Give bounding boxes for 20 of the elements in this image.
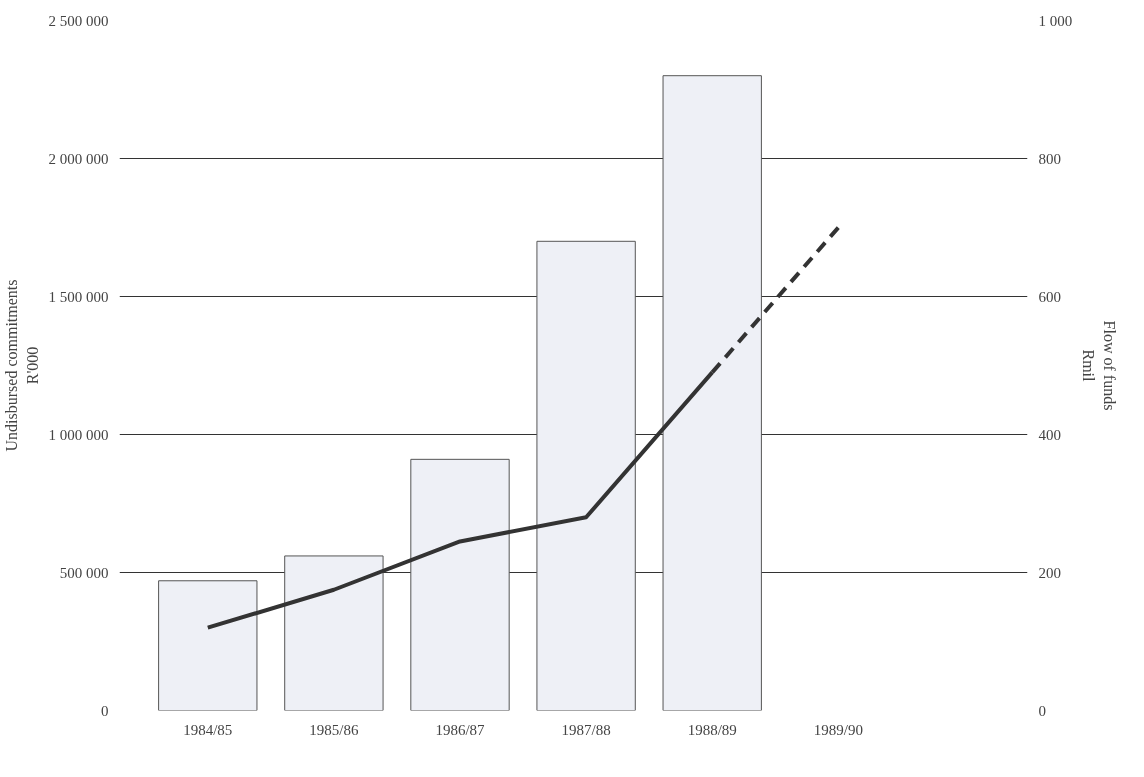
y2-tick-label: 800 bbox=[1038, 150, 1061, 167]
y-tick-label: 1 500 000 bbox=[48, 288, 109, 305]
x-tick-label: 1984/85 bbox=[183, 721, 233, 738]
y2-axis-title: Flow of funds Rmil bbox=[1080, 320, 1118, 411]
y2-tick-label: 200 bbox=[1038, 564, 1061, 581]
x-tick-label: 1989/90 bbox=[813, 721, 863, 738]
x-tick-label: 1986/87 bbox=[435, 721, 486, 738]
y-axis-title: Undisbursed commitments R'000 bbox=[3, 279, 41, 452]
y2-tick-label: 0 bbox=[1038, 702, 1046, 719]
y2-tick-label: 600 bbox=[1038, 288, 1061, 305]
x-tick-label: 1988/89 bbox=[687, 721, 737, 738]
y-tick-label: 0 bbox=[101, 702, 109, 719]
y2-tick-label: 400 bbox=[1038, 426, 1061, 443]
x-tick-label: 1985/86 bbox=[309, 721, 359, 738]
y-tick-label: 2 500 000 bbox=[48, 12, 109, 29]
y-tick-label: 2 000 000 bbox=[48, 150, 109, 167]
y-tick-label: 1 000 000 bbox=[48, 426, 109, 443]
y-tick-label: 500 000 bbox=[59, 564, 109, 581]
y2-tick-label: 1 000 bbox=[1038, 12, 1073, 29]
x-tick-label: 1987/88 bbox=[561, 721, 611, 738]
